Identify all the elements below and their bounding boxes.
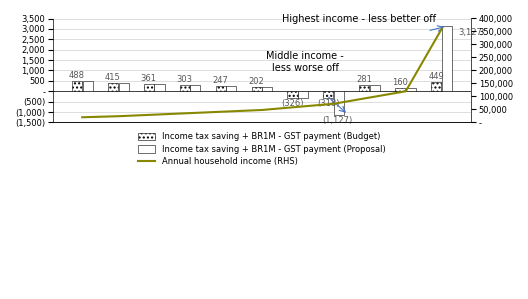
Bar	[180, 85, 190, 91]
Bar	[370, 86, 380, 91]
Bar	[82, 81, 92, 91]
Bar	[406, 88, 416, 91]
Bar	[251, 87, 261, 91]
Bar	[72, 81, 82, 91]
Text: 281: 281	[356, 75, 372, 84]
Text: 449: 449	[428, 72, 444, 81]
Bar	[191, 85, 201, 91]
Text: 202: 202	[249, 77, 265, 86]
Bar	[215, 86, 225, 91]
Text: 303: 303	[177, 75, 193, 84]
Bar	[108, 83, 118, 91]
Bar	[360, 86, 370, 91]
Bar	[431, 82, 441, 91]
Bar	[227, 86, 237, 91]
Text: (326): (326)	[281, 99, 304, 108]
Bar	[334, 91, 344, 115]
Text: 415: 415	[105, 72, 120, 82]
Text: 361: 361	[140, 74, 157, 83]
Text: 488: 488	[69, 71, 85, 80]
Bar	[395, 88, 406, 91]
Bar	[144, 84, 154, 91]
Bar	[155, 84, 165, 91]
Bar	[298, 91, 308, 98]
Text: Highest income - less better off: Highest income - less better off	[282, 14, 436, 24]
Bar	[287, 91, 297, 98]
Text: Middle income -
less worse off: Middle income - less worse off	[266, 51, 344, 73]
Bar	[118, 83, 129, 91]
Text: (1,127): (1,127)	[322, 116, 353, 125]
Text: 3,127: 3,127	[458, 28, 483, 37]
Text: 160: 160	[392, 78, 408, 87]
Bar	[262, 87, 272, 91]
Text: (318): (318)	[317, 99, 340, 108]
Text: 247: 247	[213, 76, 229, 85]
Legend: Income tax saving + BR1M - GST payment (Budget), Income tax saving + BR1M - GST : Income tax saving + BR1M - GST payment (…	[138, 132, 385, 166]
Bar	[442, 26, 452, 91]
Bar	[324, 91, 334, 98]
